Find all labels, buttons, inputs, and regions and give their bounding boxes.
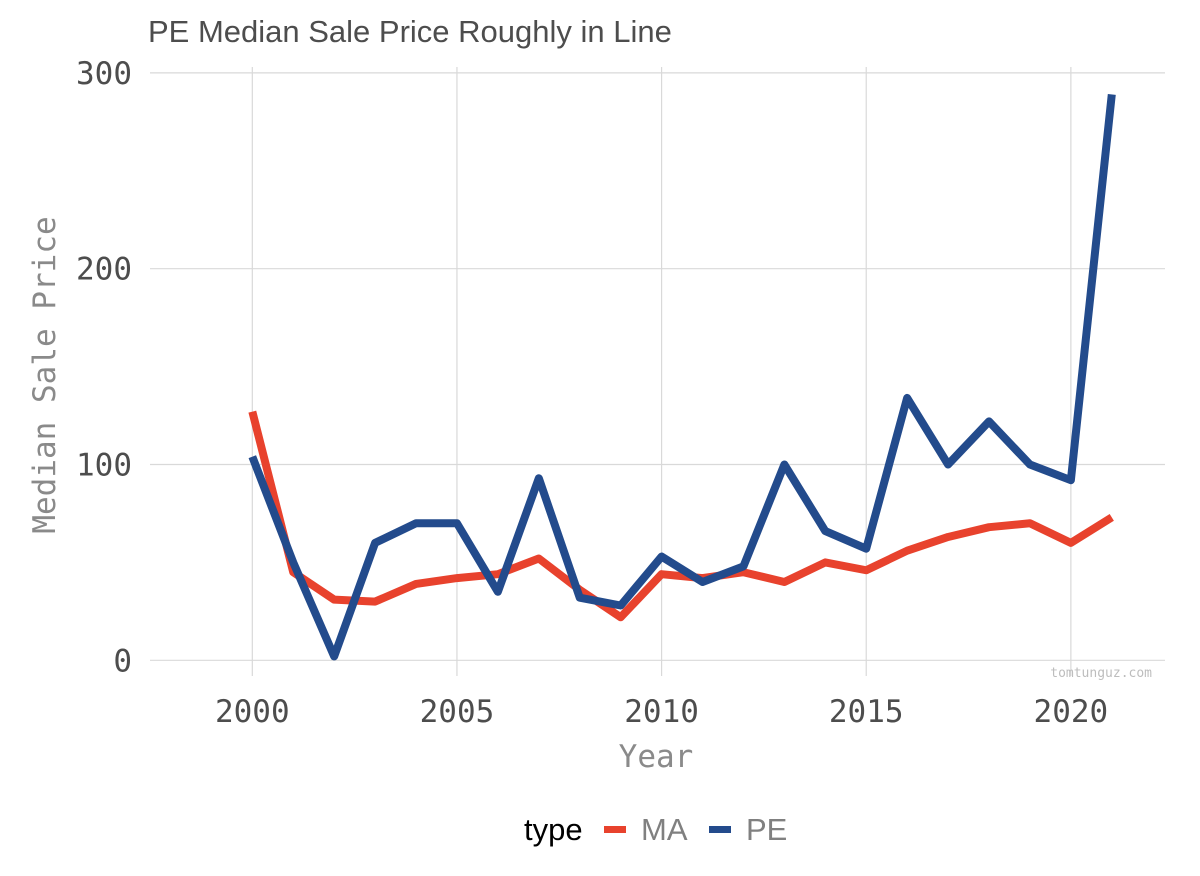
grid <box>150 67 1165 676</box>
x-tick-label: 2010 <box>624 694 699 730</box>
y-tick-label: 200 <box>76 252 132 288</box>
series-line-ma <box>248 410 1114 622</box>
chart-title: PE Median Sale Price Roughly in Line <box>148 14 672 49</box>
legend-title: type <box>524 812 583 847</box>
x-tick-label: 2020 <box>1034 694 1109 730</box>
x-tick-label: 2000 <box>215 694 290 730</box>
tick-labels: 0 100 200 300 2000 2005 2010 2015 2020 <box>76 56 1108 730</box>
legend-swatch-pe <box>709 826 731 833</box>
legend-label-pe: PE <box>746 812 787 847</box>
y-tick-label: 0 <box>113 643 132 679</box>
legend-label-ma: MA <box>641 812 688 847</box>
y-tick-label: 100 <box>76 448 132 484</box>
legend-swatch-ma <box>604 826 626 833</box>
legend: type MA PE <box>524 812 787 847</box>
x-tick-label: 2015 <box>829 694 904 730</box>
x-axis-title: Year <box>619 739 694 775</box>
y-axis-title: Median Sale Price <box>27 216 63 533</box>
y-tick-label: 300 <box>76 56 132 92</box>
x-tick-label: 2005 <box>420 694 495 730</box>
series-line-pe <box>248 93 1116 661</box>
watermark: tomtunguz.com <box>1050 666 1152 681</box>
series-lines <box>248 93 1116 661</box>
